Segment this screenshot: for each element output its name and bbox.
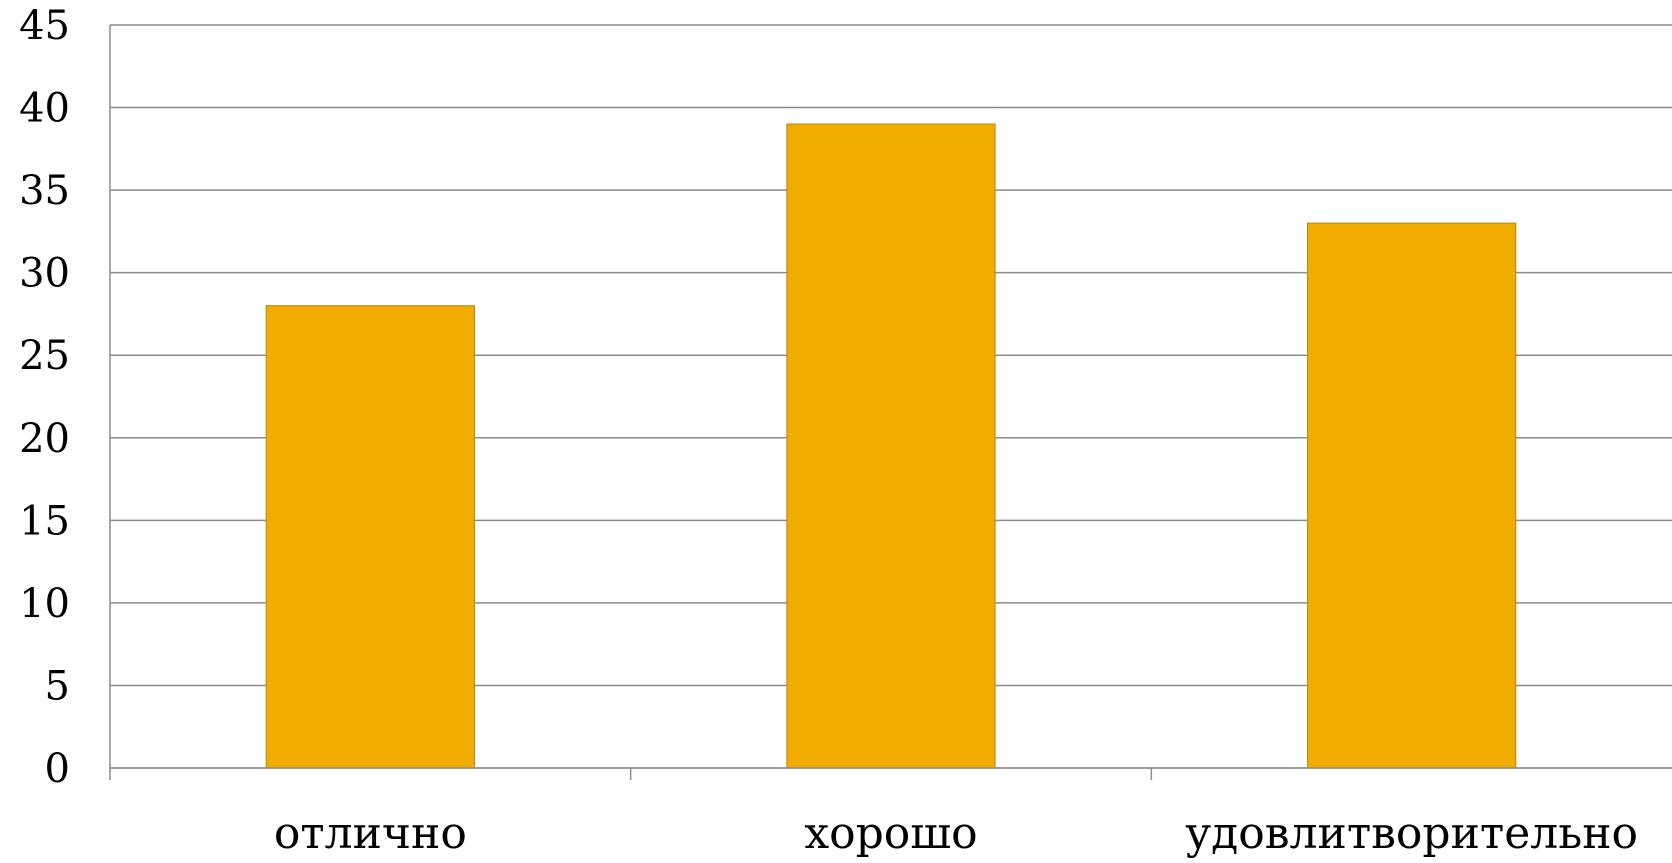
bars (265, 123, 1517, 769)
x-axis-category-labels: отлично хорошо удовлитворительно (274, 808, 1638, 859)
axes (109, 25, 1672, 780)
bar-2 (786, 123, 996, 769)
y-tick-label-35: 35 (19, 168, 70, 214)
y-tick-label-0: 0 (45, 746, 70, 792)
y-tick-label-5: 5 (45, 663, 70, 709)
y-tick-label-40: 40 (19, 86, 70, 132)
bar-1 (265, 305, 475, 769)
y-axis-tick-labels: 0 5 10 15 20 25 30 35 40 45 (19, 3, 70, 792)
y-tick-label-45: 45 (19, 3, 70, 49)
bar-3 (1307, 222, 1517, 769)
y-tick-label-10: 10 (19, 581, 70, 627)
x-category-label-1: отлично (274, 808, 467, 859)
y-tick-label-15: 15 (19, 498, 70, 544)
y-tick-label-30: 30 (19, 251, 70, 297)
x-category-label-3: удовлитворительно (1185, 808, 1638, 859)
y-tick-label-25: 25 (19, 333, 70, 379)
x-category-label-2: хорошо (804, 808, 977, 859)
y-tick-label-20: 20 (19, 416, 70, 462)
